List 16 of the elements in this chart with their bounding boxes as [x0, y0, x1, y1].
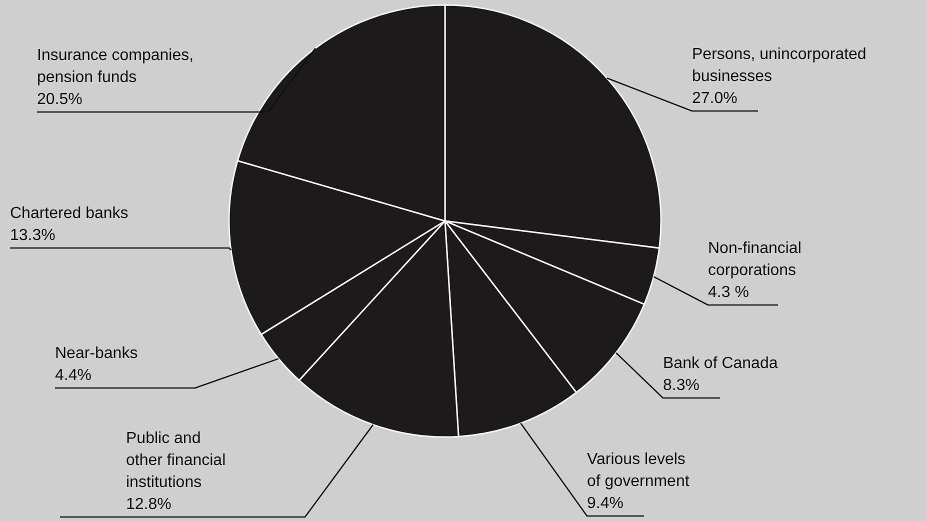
slice-label: Public and other financial institutions: [126, 430, 226, 491]
slice-label: Various levels of government: [587, 451, 690, 490]
data-label: 4.3 %: [708, 284, 749, 301]
data-label: 13.3%: [10, 227, 56, 244]
data-label: 8.3%: [663, 377, 700, 394]
slice-label: Bank of Canada: [663, 355, 778, 372]
data-label: 12.8%: [126, 496, 172, 513]
slice-label: Chartered banks: [10, 205, 128, 222]
data-label: 27.0%: [692, 90, 738, 107]
slice-label: Near-banks: [55, 345, 138, 362]
slice-label: Non-financial corporations: [708, 240, 802, 279]
data-label: 20.5%: [37, 91, 82, 108]
slice-label: Insurance companies, pension funds: [37, 47, 194, 86]
slice-label: Persons, unincorporated businesses: [692, 46, 866, 85]
data-label: 4.4%: [55, 367, 92, 384]
data-label: 9.4%: [587, 495, 624, 512]
